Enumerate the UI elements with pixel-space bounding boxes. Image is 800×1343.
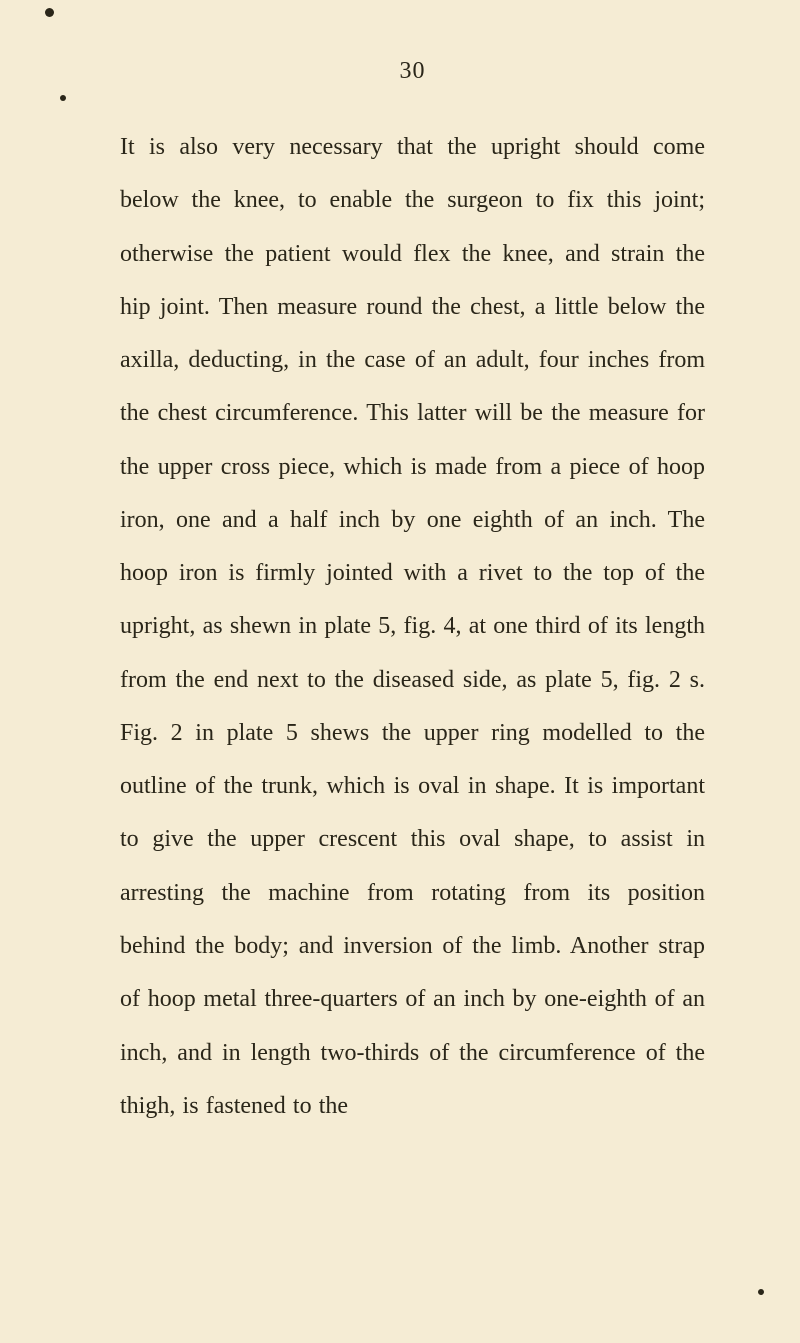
page-number: 30 [120, 58, 705, 85]
body-text: It is also very necessary that the uprig… [120, 121, 705, 1133]
artifact-dot [758, 1289, 764, 1295]
document-page: 30 It is also very necessary that the up… [0, 0, 800, 1343]
artifact-dot [60, 95, 66, 101]
artifact-dot [45, 8, 54, 17]
